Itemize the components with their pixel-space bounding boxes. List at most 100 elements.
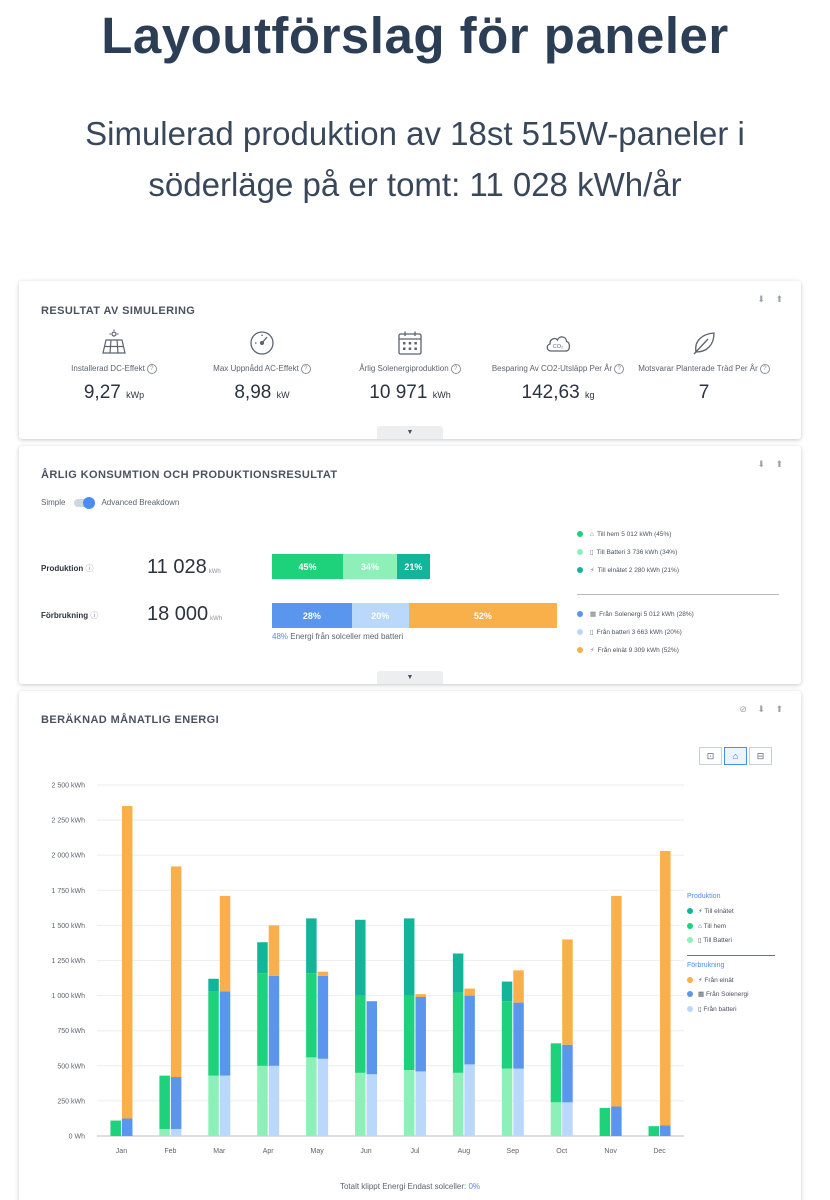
mode-toggle[interactable] (73, 496, 95, 509)
stat-value: 10 971 kWh (369, 382, 451, 403)
x-tick-label: Dec (653, 1148, 666, 1155)
bar-segment (366, 1001, 378, 1075)
x-tick-label: Jan (116, 1148, 127, 1155)
svg-text:CO₂: CO₂ (553, 344, 563, 350)
gauge-icon (250, 331, 274, 355)
bar-segment: 21% (396, 554, 430, 579)
help-icon[interactable]: ? (450, 364, 461, 374)
legend-glyph-icon: ▯ (590, 629, 594, 636)
page-subtitle: Simulerad produktion av 18st 515W-panele… (20, 108, 810, 210)
solar-panel-icon: ▦ (698, 991, 706, 998)
bar-segment (121, 1118, 133, 1136)
co2-cloud-icon: CO₂ (546, 336, 571, 352)
stat-label: Besparing Av CO2-Utsläpp Per År? (483, 364, 633, 384)
card-title: ÅRLIG KONSUMTION OCH PRODUKTIONSRESULTAT (41, 469, 338, 481)
bar-segment (403, 1070, 415, 1136)
view-switcher: ⊡ ⌂ ⊟ (697, 747, 772, 765)
legend-text: Till hem 5 012 kWh (45%) (596, 531, 672, 538)
stat-co2-savings: CO₂ Besparing Av CO2-Utsläpp Per År? 142… (483, 329, 633, 404)
x-tick-label: Jun (360, 1148, 371, 1155)
stat-trees-planted: Motsvarar Planterade Träd Per År? 7 (629, 329, 779, 404)
legend-text: Till Batteri 3 736 kWh (34%) (596, 549, 678, 556)
stat-label: Motsvarar Planterade Träd Per År? (629, 364, 779, 384)
plug-icon: ⚡ (698, 908, 705, 915)
legend-dot (577, 567, 583, 574)
view-button-2[interactable]: ⌂ (724, 747, 747, 765)
bar-segment (464, 988, 475, 996)
bar-segment (550, 1043, 562, 1103)
stat-installed-dc: Installerad DC-Effekt? 9,27 kWp (39, 329, 189, 404)
view-button-3[interactable]: ⊟ (749, 747, 772, 765)
legend-glyph-icon: ⚡ (590, 567, 595, 574)
bar-segment (562, 939, 573, 1045)
stat-label: Installerad DC-Effekt? (39, 364, 189, 384)
card-title: BERÄKNAD MÅNATLIG ENERGI (41, 714, 220, 726)
bar-segment (366, 1074, 378, 1136)
x-tick-label: Jul (410, 1148, 419, 1155)
bar-segment (464, 1064, 475, 1136)
x-tick-label: Apr (263, 1148, 275, 1155)
view-button-1[interactable]: ⊡ (699, 747, 722, 765)
x-tick-label: Sep (507, 1148, 520, 1155)
x-tick-label: May (311, 1148, 325, 1155)
legend-dot (577, 647, 583, 654)
stat-value: 142,63 kg (521, 382, 595, 403)
legend-item-fran-elnat: ⚡ Från elnät (687, 974, 775, 989)
stat-annual-production: Årlig Solenergiproduktion? 10 971 kWh (335, 329, 485, 404)
production-label: Produktion ⓘ (41, 564, 94, 573)
y-tick-label: 0 Wh (69, 1134, 85, 1141)
production-bar: 45% 34% 21% (272, 554, 430, 579)
legend-text: Från Solenergi 5 012 kWh (28%) (599, 611, 694, 618)
bar-segment: 28% (272, 603, 352, 628)
legend-item: ▦ Från Solenergi 5 012 kWh (28%) (577, 606, 694, 624)
production-legend: ⌂ Till hem 5 012 kWh (45%) ▯ Till Batteri 3… (577, 526, 679, 580)
bar-segment (599, 1107, 611, 1136)
bar-segment (611, 1106, 622, 1136)
bar-segment: 34% (343, 554, 397, 579)
bar-segment (219, 1075, 231, 1136)
help-icon[interactable]: ? (146, 364, 157, 374)
legend-dot (577, 531, 583, 538)
chart-controls[interactable]: ⊘ ⬇ ⬆ (739, 704, 787, 714)
battery-share-note: 48% Energi från solceller med batteri (272, 632, 404, 641)
annual-results-card: ÅRLIG KONSUMTION OCH PRODUKTIONSRESULTAT… (19, 446, 801, 684)
stat-label: Max Uppnådd AC-Effekt? (187, 364, 337, 384)
y-tick-label: 500 kWh (57, 1063, 85, 1070)
expand-button[interactable]: ▼ (377, 671, 443, 684)
expand-button[interactable]: ▼ (377, 426, 443, 439)
bar-segment (452, 992, 464, 1073)
bar-segment (170, 1077, 182, 1129)
move-controls[interactable]: ⬇ ⬆ (757, 294, 787, 304)
legend-glyph-icon: ▯ (590, 549, 594, 556)
bar-segment (611, 895, 622, 1107)
x-tick-label: Feb (164, 1148, 176, 1155)
move-controls[interactable]: ⬇ ⬆ (757, 459, 787, 469)
monthly-energy-card: BERÄKNAD MÅNATLIG ENERGI ⊘ ⬇ ⬆ ⊡ ⌂ ⊟ 0 W… (19, 691, 801, 1200)
y-tick-label: 1 750 kWh (52, 888, 86, 895)
stat-max-ac: Max Uppnådd AC-Effekt? 8,98 kW (187, 329, 337, 404)
bar-segment: 45% (272, 554, 344, 579)
legend-dot (577, 629, 583, 636)
bar-segment (513, 1068, 524, 1136)
bar-segment (257, 973, 268, 1066)
mode-toggle-row: Simple Advanced Breakdown (41, 496, 179, 509)
bar-segment (513, 970, 524, 1003)
bar-segment (317, 1058, 329, 1136)
bar-segment (268, 925, 280, 976)
x-tick-label: Nov (604, 1148, 617, 1155)
bar-segment (355, 1072, 366, 1136)
legend-glyph-icon: ⌂ (590, 531, 594, 538)
help-icon[interactable]: ? (300, 364, 311, 374)
stat-value: 7 (698, 382, 710, 403)
bar-segment (452, 953, 464, 993)
help-icon[interactable]: ? (759, 364, 770, 374)
legend-item-till-hem: ⌂ Till hem (687, 920, 775, 935)
toggle-label-simple: Simple (41, 498, 66, 507)
info-icon[interactable]: ⓘ (85, 564, 94, 573)
toggle-knob (82, 496, 95, 509)
leaf-icon (693, 332, 715, 355)
legend-dot (577, 611, 583, 618)
legend-item-till-batteri: ▯ Till Batteri (687, 934, 775, 949)
info-icon[interactable]: ⓘ (90, 611, 99, 620)
help-icon[interactable]: ? (614, 364, 625, 374)
